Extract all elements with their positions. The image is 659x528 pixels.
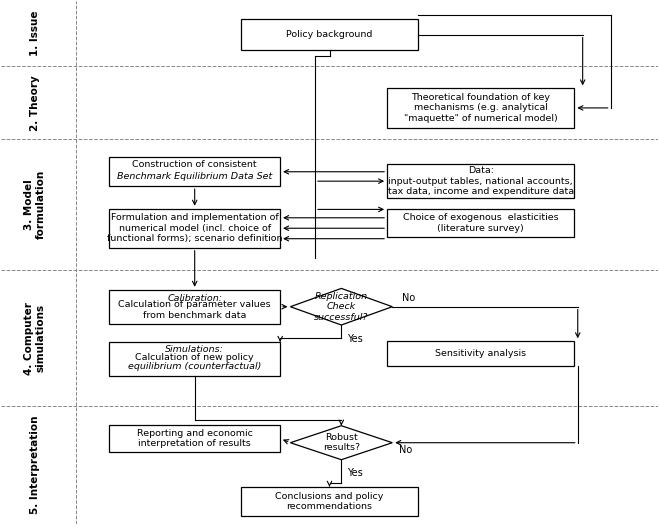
Text: Policy background: Policy background bbox=[286, 30, 373, 39]
Text: 4. Computer
simulations: 4. Computer simulations bbox=[24, 301, 45, 374]
Text: Replication
Check
successful?: Replication Check successful? bbox=[314, 292, 368, 322]
Text: Conclusions and policy
recommendations: Conclusions and policy recommendations bbox=[275, 492, 384, 511]
Text: Theoretical foundation of key
mechanisms (e.g. analytical
"maquette" of numerica: Theoretical foundation of key mechanisms… bbox=[404, 93, 558, 123]
Bar bbox=[241, 487, 418, 516]
Bar bbox=[387, 210, 575, 237]
Bar bbox=[387, 88, 575, 128]
Text: equilibrium (counterfactual): equilibrium (counterfactual) bbox=[128, 362, 262, 371]
Text: Sensitivity analysis: Sensitivity analysis bbox=[435, 350, 527, 359]
Text: Choice of exogenous  elasticities
(literature survey): Choice of exogenous elasticities (litera… bbox=[403, 213, 559, 233]
Bar bbox=[387, 341, 575, 366]
Bar bbox=[109, 290, 280, 324]
Bar bbox=[109, 342, 280, 376]
Bar bbox=[109, 209, 280, 248]
Bar bbox=[387, 164, 575, 198]
Text: 2. Theory: 2. Theory bbox=[30, 75, 40, 130]
Bar bbox=[109, 157, 280, 186]
Text: Robust
results?: Robust results? bbox=[323, 433, 360, 452]
Bar bbox=[241, 19, 418, 50]
Text: 1. Issue: 1. Issue bbox=[30, 11, 40, 56]
Text: No: No bbox=[402, 293, 415, 303]
Bar bbox=[109, 425, 280, 452]
Text: Construction of consistent: Construction of consistent bbox=[132, 161, 257, 169]
Text: Reporting and economic
interpretation of results: Reporting and economic interpretation of… bbox=[137, 429, 252, 448]
Text: 3. Model
formulation: 3. Model formulation bbox=[24, 170, 45, 239]
Text: Calculation of parameter values
from benchmark data: Calculation of parameter values from ben… bbox=[119, 300, 271, 319]
Polygon shape bbox=[291, 426, 392, 460]
Text: Calibration:: Calibration: bbox=[167, 294, 222, 303]
Text: Formulation and implementation of
numerical model (incl. choice of
functional fo: Formulation and implementation of numeri… bbox=[107, 213, 283, 243]
Text: Calculation of new policy: Calculation of new policy bbox=[135, 353, 254, 362]
Text: No: No bbox=[399, 445, 412, 455]
Text: Simulations:: Simulations: bbox=[165, 345, 224, 354]
Text: Data:
input-output tables, national accounts,
tax data, income and expenditure d: Data: input-output tables, national acco… bbox=[387, 166, 574, 196]
Text: Yes: Yes bbox=[347, 334, 362, 344]
Text: Benchmark Equilibrium Data Set: Benchmark Equilibrium Data Set bbox=[117, 173, 272, 182]
Text: 5. Interpretation: 5. Interpretation bbox=[30, 416, 40, 514]
Text: Yes: Yes bbox=[347, 468, 362, 477]
Polygon shape bbox=[291, 288, 392, 325]
